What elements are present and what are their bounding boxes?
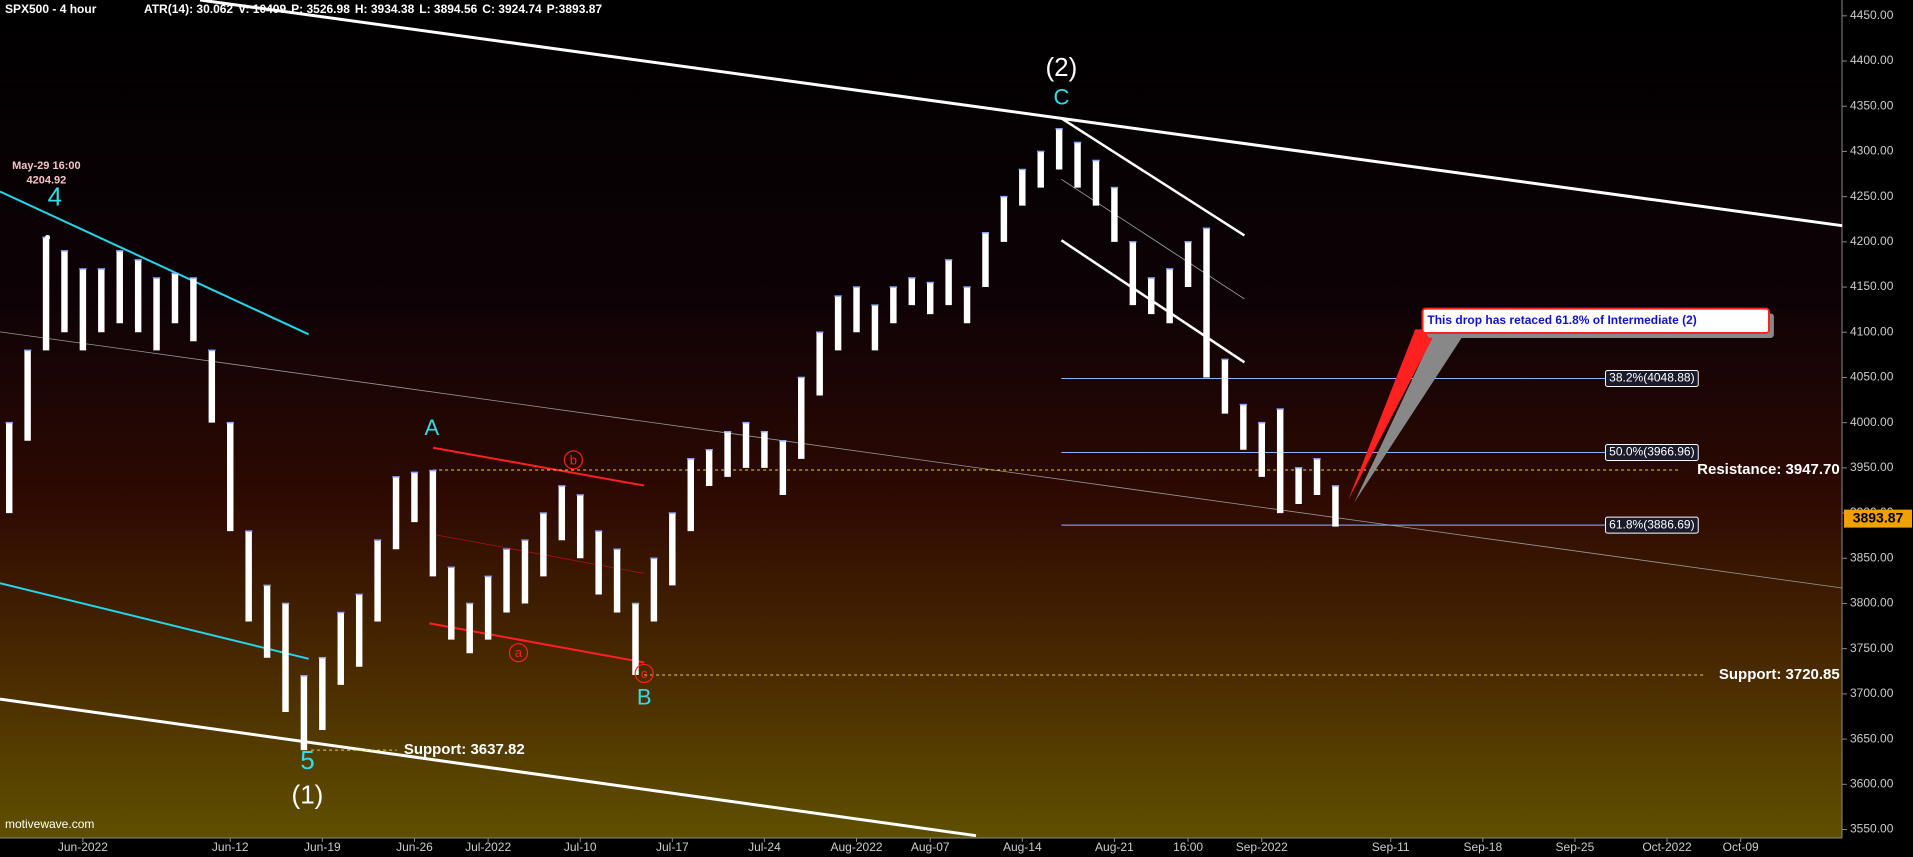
wave-label: b xyxy=(570,452,577,467)
x-tick-label: Oct-09 xyxy=(1723,840,1759,854)
x-tick-label: Jul-10 xyxy=(564,840,597,854)
callout-box xyxy=(1421,307,1771,335)
x-tick-label: Sep-2022 xyxy=(1236,840,1288,854)
wave-circle xyxy=(563,450,584,470)
y-tick-label: 3800.00 xyxy=(1850,596,1894,610)
wave-label: c xyxy=(641,666,648,681)
x-tick-label: Aug-07 xyxy=(911,840,950,854)
wave-label: (1) xyxy=(292,779,324,809)
wave-circle xyxy=(508,643,529,663)
channel-line xyxy=(0,697,977,838)
fib-label-box xyxy=(1605,369,1699,387)
fib-label-box xyxy=(1605,516,1699,534)
x-tick-label: Oct-2022 xyxy=(1642,840,1692,854)
wave-label: A xyxy=(425,415,440,440)
y-tick-label: 3650.00 xyxy=(1850,731,1894,745)
x-tick-label: Jul-17 xyxy=(656,840,689,854)
y-tick-label: 3700.00 xyxy=(1850,686,1894,700)
header-item: C: 3924.74 xyxy=(482,2,542,16)
peak-label: May-29 16:00 xyxy=(12,160,81,172)
x-tick-label: Jun-19 xyxy=(304,840,341,854)
x-tick-label: Aug-14 xyxy=(1003,840,1042,854)
channel-line xyxy=(432,446,645,487)
x-tick-label: Jul-24 xyxy=(748,840,781,854)
y-tick-label: 4200.00 xyxy=(1850,234,1894,248)
x-tick-label: Jun-12 xyxy=(212,840,249,854)
level-label: Resistance: 3947.70 xyxy=(1697,461,1840,478)
fib-label: 50.0%(3966.96) xyxy=(1609,445,1694,459)
trend-line xyxy=(0,331,1843,589)
level-label: Support: 3720.85 xyxy=(1719,666,1840,683)
y-tick-label: 4450.00 xyxy=(1850,8,1894,22)
wave-label: 5 xyxy=(300,745,314,775)
y-tick-label: 3750.00 xyxy=(1850,641,1894,655)
channel-line xyxy=(1060,117,1246,237)
callout-arrow-shadow xyxy=(1354,334,1464,503)
peak-dot xyxy=(45,234,51,240)
channel-line xyxy=(199,0,1843,228)
channel-line xyxy=(433,533,645,574)
channel-line xyxy=(0,190,310,336)
x-tick-label: Sep-18 xyxy=(1463,840,1502,854)
x-tick-label: Jul-2022 xyxy=(465,840,511,854)
header-item: P:3893.87 xyxy=(547,2,603,16)
y-tick-label: 3600.00 xyxy=(1850,776,1894,790)
channel-line xyxy=(1061,179,1245,300)
y-tick-label: 4300.00 xyxy=(1850,144,1894,158)
y-tick-label: 4350.00 xyxy=(1850,98,1894,112)
fib-label-box xyxy=(1605,444,1699,462)
x-tick-label: Sep-25 xyxy=(1556,840,1595,854)
header-item: H: 3934.38 xyxy=(355,2,415,16)
last-price-box xyxy=(1844,509,1912,528)
header-item: V: 10409 xyxy=(238,2,286,16)
wave-label: a xyxy=(515,645,523,660)
last-price-label: 3893.87 xyxy=(1853,509,1904,525)
x-tick-label: 16:00 xyxy=(1173,840,1203,854)
y-tick-label: 4000.00 xyxy=(1850,415,1894,429)
x-tick-label: Jun-2022 xyxy=(58,840,108,854)
y-tick-label: 4400.00 xyxy=(1850,53,1894,67)
y-tick-label: 4150.00 xyxy=(1850,279,1894,293)
wave-label: C xyxy=(1053,84,1069,109)
callout-text: This drop has retaced 61.8% of Intermedi… xyxy=(1427,313,1696,327)
channel-line xyxy=(429,622,645,664)
x-tick-label: Jun-26 xyxy=(396,840,433,854)
watermark: motivewave.com xyxy=(5,817,94,831)
plot-background xyxy=(0,0,1842,838)
channel-line xyxy=(0,582,309,660)
x-tick-label: Aug-21 xyxy=(1095,840,1134,854)
x-tick-label: Sep-11 xyxy=(1372,840,1410,854)
axis-background xyxy=(0,838,1842,857)
peak-value: 4204.92 xyxy=(26,174,66,186)
y-tick-label: 3950.00 xyxy=(1850,460,1894,474)
fib-label: 38.2%(4048.88) xyxy=(1609,371,1694,385)
x-tick-label: Aug-2022 xyxy=(831,840,883,854)
y-tick-label: 3550.00 xyxy=(1850,822,1894,836)
header-item: P: 3526.98 xyxy=(291,2,350,16)
wave-label: 4 xyxy=(48,182,62,212)
callout-arrow xyxy=(1348,329,1438,501)
y-tick-label: 4250.00 xyxy=(1850,189,1894,203)
header-item: ATR(14): 30.062 xyxy=(144,2,233,16)
axis-background xyxy=(1842,0,1913,857)
wave-label: (2) xyxy=(1046,52,1078,82)
y-tick-label: 4100.00 xyxy=(1850,324,1894,338)
y-tick-label: 4050.00 xyxy=(1850,370,1894,384)
header-item: L: 3894.56 xyxy=(419,2,477,16)
wave-label: B xyxy=(637,685,652,710)
level-label: Support: 3637.82 xyxy=(404,741,525,758)
chart-title: SPX500 - 4 hour xyxy=(5,2,97,16)
fib-label: 61.8%(3886.69) xyxy=(1609,517,1694,531)
wave-circle xyxy=(634,663,654,684)
y-tick-label: 3850.00 xyxy=(1850,550,1894,564)
